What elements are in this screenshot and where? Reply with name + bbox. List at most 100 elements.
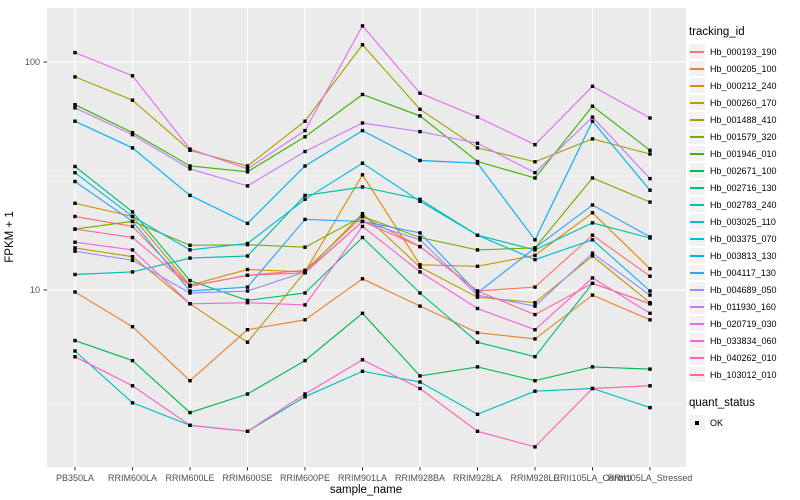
data-point <box>418 386 422 391</box>
legend-item: Hb_003375_070 <box>689 230 777 247</box>
data-point <box>130 401 135 405</box>
data-point <box>130 130 135 135</box>
data-point <box>533 176 537 180</box>
legend-key-box <box>689 44 705 59</box>
legend-key-box <box>689 95 705 110</box>
data-point <box>475 412 480 416</box>
legend-item: Hb_011930_160 <box>689 298 777 315</box>
legend-key-line <box>690 271 704 274</box>
data-point <box>360 121 365 125</box>
data-point <box>418 380 422 384</box>
data-point <box>360 92 365 97</box>
data-point <box>533 171 537 175</box>
data-point <box>475 115 480 119</box>
legend-key-line <box>690 339 704 342</box>
data-point <box>245 285 250 289</box>
data-point <box>475 365 480 369</box>
data-point <box>590 203 595 207</box>
legend-item: Hb_103012_010 <box>689 366 777 383</box>
x-tick-label: RRIM928LA <box>452 473 503 483</box>
data-point <box>533 389 537 393</box>
data-point <box>130 384 135 388</box>
data-point <box>245 164 250 168</box>
legend-item-label: Hb_103012_010 <box>710 369 777 380</box>
legend-key-box <box>689 180 705 195</box>
legend-item: Hb_001946_010 <box>689 145 777 162</box>
data-point <box>73 201 77 205</box>
data-point <box>418 263 422 267</box>
data-point <box>648 152 652 156</box>
legend-key-line <box>690 135 704 138</box>
legend-key-line <box>690 186 704 189</box>
data-point <box>245 170 250 174</box>
legend-key-box <box>689 316 705 331</box>
data-point <box>303 358 307 363</box>
data-point <box>73 246 77 250</box>
legend-item: Hb_000193_190 <box>689 43 777 60</box>
legend-item-label: Hb_000212_240 <box>710 80 777 91</box>
legend-key-box <box>689 197 705 212</box>
data-point <box>418 291 422 295</box>
data-point <box>648 188 652 192</box>
legend-title-quant-status: quant_status <box>689 397 755 409</box>
data-point <box>590 276 595 280</box>
data-point <box>130 270 135 274</box>
data-point <box>73 338 77 343</box>
data-point <box>130 255 135 259</box>
legend-key-line <box>690 67 704 70</box>
data-point <box>73 240 77 244</box>
data-point <box>533 285 537 289</box>
legend-key-line <box>690 50 704 53</box>
legend-key-box <box>689 299 705 314</box>
data-point <box>73 179 77 184</box>
data-point <box>73 106 77 110</box>
data-point <box>188 167 192 171</box>
legend-item-label: Hb_002783_240 <box>710 199 777 210</box>
data-point <box>533 248 537 252</box>
data-point <box>648 267 652 271</box>
data-point <box>130 224 135 229</box>
data-point <box>188 278 192 283</box>
legend: tracking_id Hb_000193_190 Hb_000205_100 Hb… <box>689 26 777 431</box>
data-point <box>533 257 537 262</box>
legend-key-box <box>689 163 705 178</box>
data-point <box>590 211 595 215</box>
legend-item-label: Hb_003813_130 <box>710 250 777 261</box>
data-point <box>188 193 192 198</box>
legend-key-line <box>690 305 704 308</box>
legend-item-label: OK <box>710 417 724 428</box>
data-point <box>73 119 77 123</box>
data-point <box>648 274 652 278</box>
legend-key-line <box>690 203 704 206</box>
data-point <box>130 214 135 219</box>
data-point <box>533 337 537 341</box>
legend-item-label: Hb_000260_170 <box>710 97 777 108</box>
legend-item-label: Hb_003025_110 <box>710 216 776 227</box>
data-point <box>360 214 365 219</box>
data-point <box>533 253 537 257</box>
data-point <box>245 267 250 272</box>
data-point <box>188 302 192 306</box>
data-point <box>590 386 595 391</box>
legend-key-line <box>690 356 704 359</box>
data-point <box>418 129 422 134</box>
data-point <box>590 254 595 258</box>
data-point <box>475 429 480 433</box>
data-point <box>245 221 250 226</box>
data-point <box>590 365 595 369</box>
data-point <box>303 197 307 201</box>
data-point <box>303 291 307 295</box>
data-point <box>130 325 135 329</box>
data-point <box>475 289 480 293</box>
data-point <box>648 302 652 306</box>
data-point <box>188 410 192 415</box>
data-point <box>648 384 652 388</box>
legend-key-line <box>690 152 704 155</box>
data-point <box>360 173 365 177</box>
legend-item: Hb_003025_110 <box>689 213 777 230</box>
legend-item: Hb_001579_320 <box>689 128 777 145</box>
legend-key-box <box>689 415 705 430</box>
legend-key-line <box>690 322 704 325</box>
data-point <box>418 107 422 111</box>
data-point <box>590 84 595 88</box>
